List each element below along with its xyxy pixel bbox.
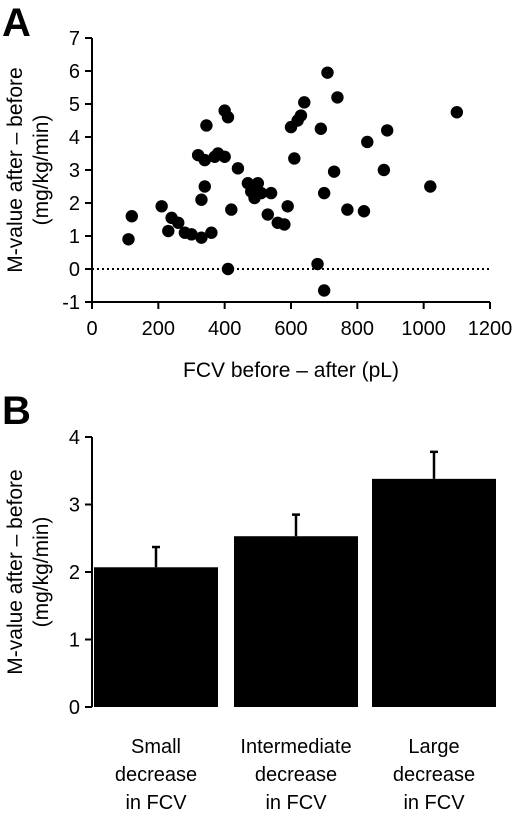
panel-b: B 0 1 2 3 4 Small decrease in FCV Intermediate d… <box>2 389 496 814</box>
scatter-point <box>251 177 265 190</box>
scatter-point <box>361 135 374 149</box>
panel-b-y-axis-title-line1: M-value after – before <box>4 469 27 674</box>
panel-a-x-tick-label: 200 <box>142 318 175 340</box>
panel-a-y-tick-label: 7 <box>69 28 80 50</box>
scatter-point <box>331 91 344 104</box>
scatter-point <box>221 111 235 124</box>
category-label: decrease <box>115 764 197 786</box>
panel-a-x-tick-label: 600 <box>274 318 307 340</box>
panel-b-y-tick-label: 0 <box>69 697 80 719</box>
scatter-point <box>225 203 238 216</box>
scatter-point <box>198 153 211 167</box>
scatter-point <box>205 226 218 239</box>
scatter-point <box>380 124 394 137</box>
panel-a-x-tick-label: 0 <box>86 318 97 340</box>
panel-a-x-tick-label: 1000 <box>401 318 446 340</box>
scatter-point <box>231 162 245 175</box>
panel-a-points <box>122 66 464 297</box>
panel-a-x-ticks: 0 200 400 600 800 1000 1200 <box>86 302 512 340</box>
category-label: in FCV <box>125 792 187 814</box>
scatter-point <box>281 200 294 213</box>
panel-a-y-tick-label: 6 <box>69 61 80 83</box>
category-label: in FCV <box>403 792 465 814</box>
panel-b-y-tick-label: 2 <box>69 562 80 584</box>
scatter-point <box>172 216 185 229</box>
panel-a-letter: A <box>2 1 31 45</box>
panel-a-y-axis-title: M-value after – before (mg/kg/min) <box>4 67 53 272</box>
category-label: decrease <box>255 764 337 786</box>
panel-a-y-axis-title-line2: (mg/kg/min) <box>30 115 53 226</box>
scatter-point <box>341 203 354 216</box>
panel-a-y-axis-title-line1: M-value after – before <box>4 67 27 272</box>
scatter-point <box>261 208 274 221</box>
scatter-point <box>278 218 291 231</box>
bar <box>372 478 496 707</box>
scatter-point <box>185 228 198 241</box>
scatter-point <box>195 193 208 206</box>
scatter-point <box>317 284 331 297</box>
panel-b-y-tick-label: 4 <box>69 427 80 449</box>
scatter-point <box>254 186 268 200</box>
scatter-point <box>125 210 138 223</box>
panel-b-y-axis-title: M-value after – before (mg/kg/min) <box>4 469 53 674</box>
panel-a-y-tick-label: 4 <box>69 127 80 149</box>
category-label: decrease <box>393 764 475 786</box>
panel-a-y-tick-label: 2 <box>69 193 80 215</box>
panel-a-x-tick-label: 800 <box>341 318 374 340</box>
scatter-point <box>195 231 208 244</box>
scatter-point <box>288 152 301 165</box>
scatter-point <box>321 66 334 79</box>
bar <box>234 536 358 707</box>
scatter-point <box>314 122 328 135</box>
scatter-point <box>155 200 168 213</box>
scatter-point <box>264 186 278 200</box>
category-label: Large <box>408 736 459 758</box>
scatter-point <box>424 180 437 193</box>
panel-a-axes <box>91 38 490 303</box>
scatter-point <box>122 233 135 246</box>
panel-a-x-tick-label: 400 <box>208 318 241 340</box>
panel-a: A -1 0 1 2 3 4 5 6 7 0 200 400 600 800 1000 1200 FCV b… <box>2 1 512 382</box>
bar <box>94 567 218 707</box>
panel-b-y-ticks: 0 1 2 3 4 <box>69 427 92 719</box>
scatter-point <box>377 163 391 177</box>
panel-a-y-tick-label: -1 <box>62 292 80 314</box>
panel-a-y-tick-label: 5 <box>69 94 80 116</box>
scatter-point <box>311 257 324 271</box>
panel-b-y-tick-label: 1 <box>69 630 80 652</box>
scatter-point <box>162 224 175 238</box>
panel-b-y-axis-title-line2: (mg/kg/min) <box>30 517 53 628</box>
panel-a-x-tick-label: 1200 <box>468 318 513 340</box>
scatter-point <box>218 150 231 163</box>
category-label: Small <box>131 736 181 758</box>
scatter-point <box>200 119 213 132</box>
scatter-point <box>327 165 341 178</box>
scatter-point <box>298 96 311 109</box>
scatter-point <box>357 205 371 218</box>
panel-b-y-tick-label: 3 <box>69 495 80 517</box>
panel-a-y-ticks: -1 0 1 2 3 4 5 6 7 <box>62 28 92 314</box>
panel-a-y-tick-label: 1 <box>69 226 80 248</box>
panel-b-bars <box>94 450 496 707</box>
panel-b-category-labels: Small decrease in FCV Intermediate decrease i… <box>115 736 475 814</box>
scatter-point <box>450 106 464 119</box>
panel-a-x-axis-title: FCV before – after (pL) <box>183 359 399 382</box>
panel-a-y-tick-label: 3 <box>69 160 80 182</box>
panel-b-letter: B <box>2 389 31 433</box>
panel-a-y-tick-label: 0 <box>69 259 80 281</box>
category-label: in FCV <box>265 792 327 814</box>
scatter-point <box>294 109 308 122</box>
scatter-point <box>317 186 331 200</box>
scatter-point <box>198 180 211 193</box>
scatter-point <box>221 262 235 276</box>
category-label: Intermediate <box>240 736 351 758</box>
